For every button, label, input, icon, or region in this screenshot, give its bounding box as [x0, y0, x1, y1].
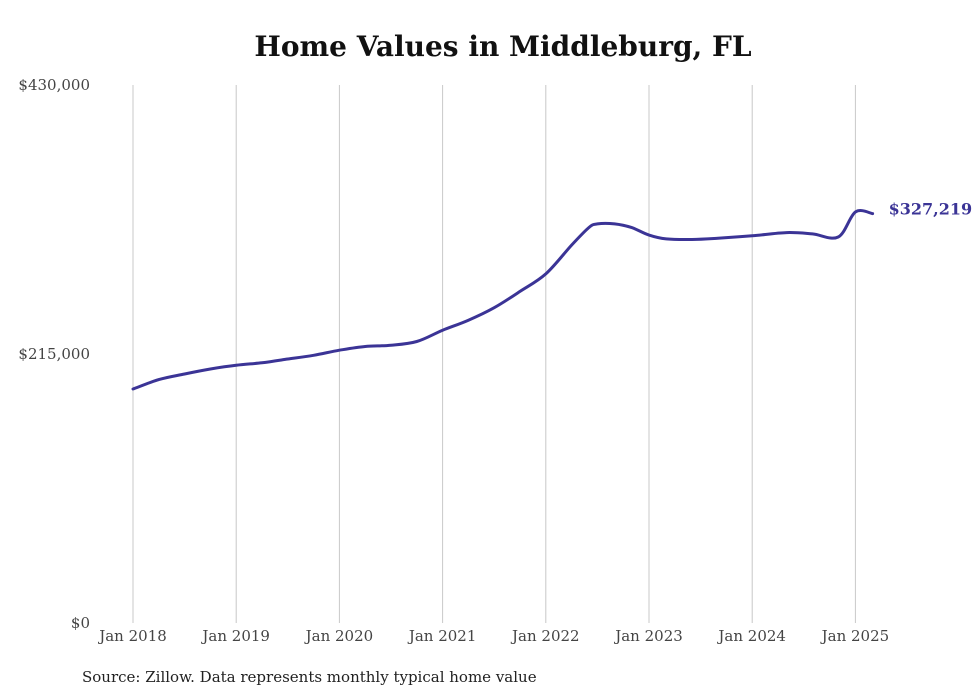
- source-note: Source: Zillow. Data represents monthly …: [82, 668, 537, 686]
- x-tick-label: Jan 2023: [613, 627, 683, 645]
- y-tick-label: $215,000: [18, 345, 90, 363]
- x-tick-label: Jan 2025: [820, 627, 890, 645]
- end-value-label: $327,219: [889, 200, 973, 219]
- x-tick-label: Jan 2020: [304, 627, 374, 645]
- x-tick-label: Jan 2024: [716, 627, 786, 645]
- series-line: [131, 209, 875, 391]
- y-tick-label: $430,000: [18, 76, 90, 94]
- x-tick-label: Jan 2022: [510, 627, 580, 645]
- y-tick-label: $0: [71, 614, 90, 632]
- chart-title: Home Values in Middleburg, FL: [254, 30, 752, 63]
- x-tick-label: Jan 2018: [97, 627, 167, 645]
- x-tick-label: Jan 2021: [407, 627, 477, 645]
- x-tick-label: Jan 2019: [200, 627, 270, 645]
